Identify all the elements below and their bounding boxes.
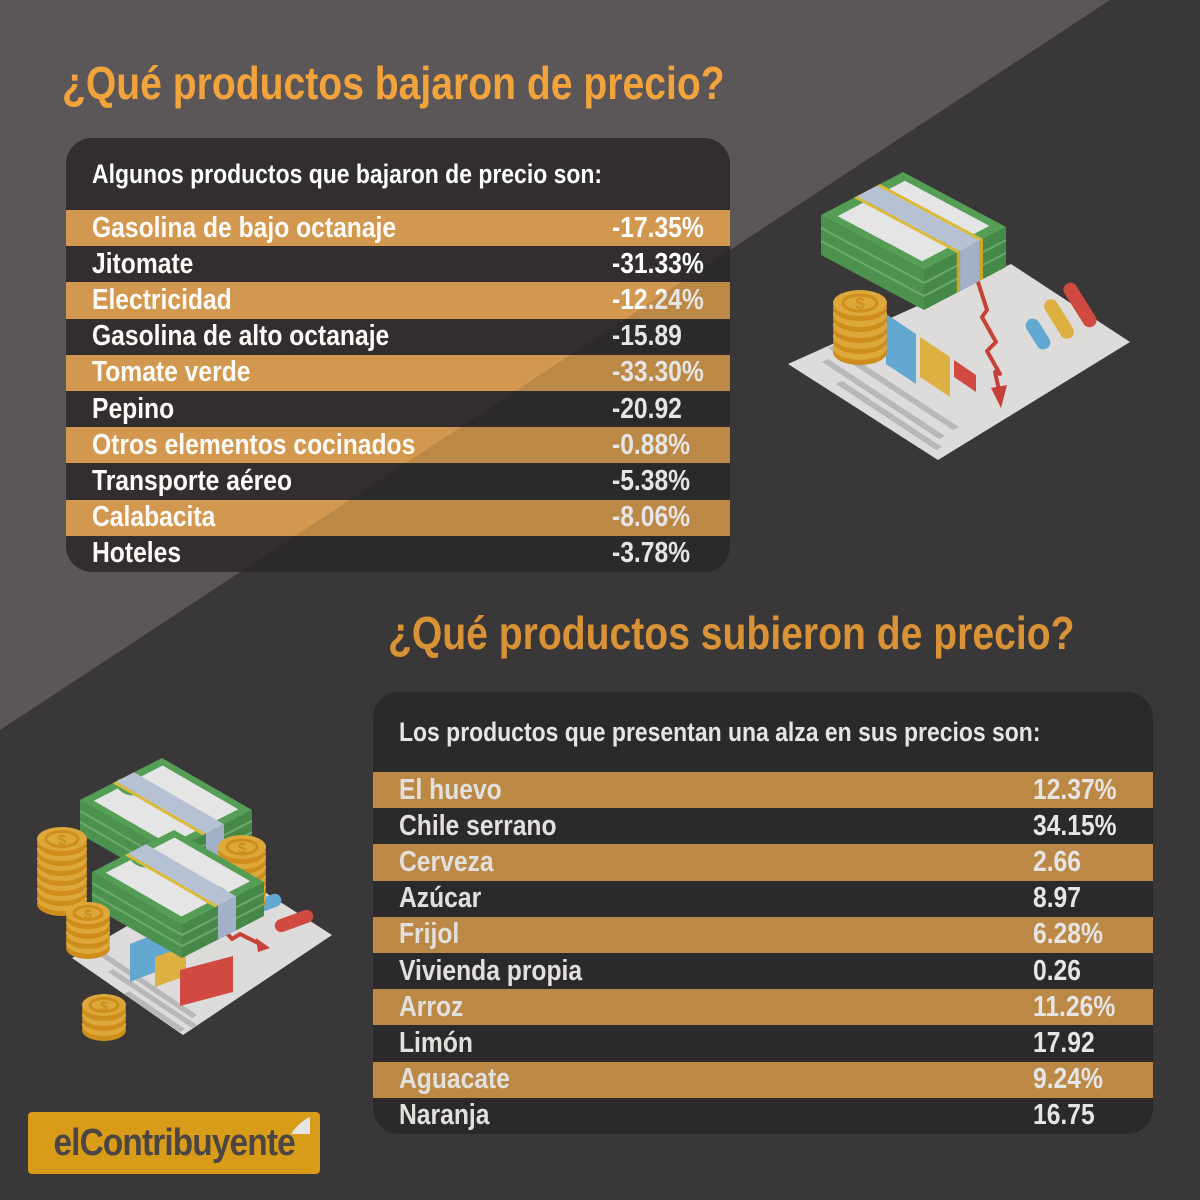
product-value: 2.66 xyxy=(1033,845,1081,878)
product-label: Gasolina de bajo octanaje xyxy=(92,211,397,244)
table-row: Aguacate 9.24% xyxy=(373,1061,1153,1098)
product-label: Otros elementos cocinados xyxy=(92,428,416,461)
product-value: 0.26 xyxy=(1033,954,1081,987)
product-value: -12.24% xyxy=(612,283,704,316)
product-value: -3.78% xyxy=(612,537,691,570)
product-value: -15.89 xyxy=(612,320,682,353)
chart-paper-icon xyxy=(788,264,1130,460)
table-row: Arroz 11.26% xyxy=(373,989,1153,1026)
money-illustration-bottom-left: $ xyxy=(22,732,462,1077)
product-value: 6.28% xyxy=(1033,918,1103,951)
product-label: Transporte aéreo xyxy=(92,464,293,497)
product-label: Calabacita xyxy=(92,501,216,534)
products-down-card-header: Algunos productos que bajaron de precio … xyxy=(66,138,730,210)
product-value: -5.38% xyxy=(612,464,691,497)
product-label: Cerveza xyxy=(399,845,494,878)
table-row: Cerveza 2.66 xyxy=(373,844,1153,881)
product-value: -20.92 xyxy=(612,392,682,425)
brand-logo: elContribuyente xyxy=(28,1112,320,1174)
svg-text:$: $ xyxy=(84,906,92,922)
banknotes-icon xyxy=(79,758,253,886)
money-illustration-top-right: $ xyxy=(788,152,1188,482)
table-row: Electricidad -12.24% xyxy=(66,282,730,319)
product-value: 12.37% xyxy=(1033,773,1117,806)
products-up-card-header: Los productos que presentan una alza en … xyxy=(373,692,1153,772)
product-label: Limón xyxy=(399,1026,473,1059)
section-down-title: ¿Qué productos bajaron de precio? xyxy=(62,57,725,109)
table-row: Calabacita -8.06% xyxy=(66,499,730,536)
product-label: Electricidad xyxy=(92,283,232,316)
table-row: Chile serrano 34.15% xyxy=(373,808,1153,844)
product-label: Aguacate xyxy=(399,1063,510,1096)
product-label: Azúcar xyxy=(399,882,482,915)
product-value: 16.75 xyxy=(1033,1099,1095,1132)
svg-text:$: $ xyxy=(855,294,865,313)
coins-icon: $ $ $ xyxy=(37,827,126,1041)
table-row: Gasolina de bajo octanaje -17.35% xyxy=(66,210,730,247)
table-row: Vivienda propia 0.26 xyxy=(373,953,1153,989)
products-up-card-header-text: Los productos que presentan una alza en … xyxy=(399,716,1041,747)
product-label: El huevo xyxy=(399,773,502,806)
table-row: Azúcar 8.97 xyxy=(373,881,1153,917)
product-label: Vivienda propia xyxy=(399,954,583,987)
svg-text:$: $ xyxy=(58,832,67,849)
svg-text:$: $ xyxy=(238,840,247,857)
products-down-card-header-text: Algunos productos que bajaron de precio … xyxy=(92,158,603,189)
product-label: Pepino xyxy=(92,392,175,425)
brand-logo-text: elContribuyente xyxy=(53,1121,295,1164)
product-label: Arroz xyxy=(399,990,464,1023)
chart-paper-icon xyxy=(72,868,332,1035)
products-down-table: Gasolina de bajo octanaje -17.35% Jitomate… xyxy=(66,210,730,572)
coins-icon: $ xyxy=(833,290,887,365)
product-label: Chile serrano xyxy=(399,809,557,842)
product-value: -33.30% xyxy=(612,356,704,389)
product-label: Jitomate xyxy=(92,247,194,280)
product-value: -17.35% xyxy=(612,211,704,244)
table-row: Tomate verde -33.30% xyxy=(66,354,730,391)
product-value: -0.88% xyxy=(612,428,691,461)
product-value: 11.26% xyxy=(1033,990,1116,1023)
table-row: Frijol 6.28% xyxy=(373,916,1153,953)
product-label: Tomate verde xyxy=(92,356,251,389)
svg-text:$: $ xyxy=(100,998,108,1014)
banknotes-icon xyxy=(820,172,1007,310)
banknotes-icon xyxy=(91,830,265,958)
product-value: 17.92 xyxy=(1033,1026,1095,1059)
table-row: El huevo 12.37% xyxy=(373,772,1153,809)
product-label: Frijol xyxy=(399,918,460,951)
section-up-title: ¿Qué productos subieron de precio? xyxy=(388,607,1075,659)
product-label: Hoteles xyxy=(92,537,182,570)
products-down-card: Algunos productos que bajaron de precio … xyxy=(66,138,730,572)
table-row: Gasolina de alto octanaje -15.89 xyxy=(66,319,730,355)
products-up-card: Los productos que presentan una alza en … xyxy=(373,692,1153,1134)
table-row: Hoteles -3.78% xyxy=(66,536,730,572)
products-up-table: El huevo 12.37% Chile serrano 34.15% Cerveza… xyxy=(373,772,1153,1134)
logo-accent-icon xyxy=(291,1117,310,1134)
table-row: Limón 17.92 xyxy=(373,1025,1153,1061)
table-row: Otros elementos cocinados -0.88% xyxy=(66,427,730,464)
table-row: Transporte aéreo -5.38% xyxy=(66,463,730,499)
product-value: 8.97 xyxy=(1033,882,1081,915)
table-row: Jitomate -31.33% xyxy=(66,246,730,282)
product-label: Gasolina de alto octanaje xyxy=(92,320,390,353)
table-row: Pepino -20.92 xyxy=(66,391,730,427)
product-value: -8.06% xyxy=(612,501,691,534)
product-value: 34.15% xyxy=(1033,809,1117,842)
product-value: 9.24% xyxy=(1033,1063,1103,1096)
product-label: Naranja xyxy=(399,1099,490,1132)
product-value: -31.33% xyxy=(612,247,704,280)
table-row: Naranja 16.75 xyxy=(373,1098,1153,1134)
